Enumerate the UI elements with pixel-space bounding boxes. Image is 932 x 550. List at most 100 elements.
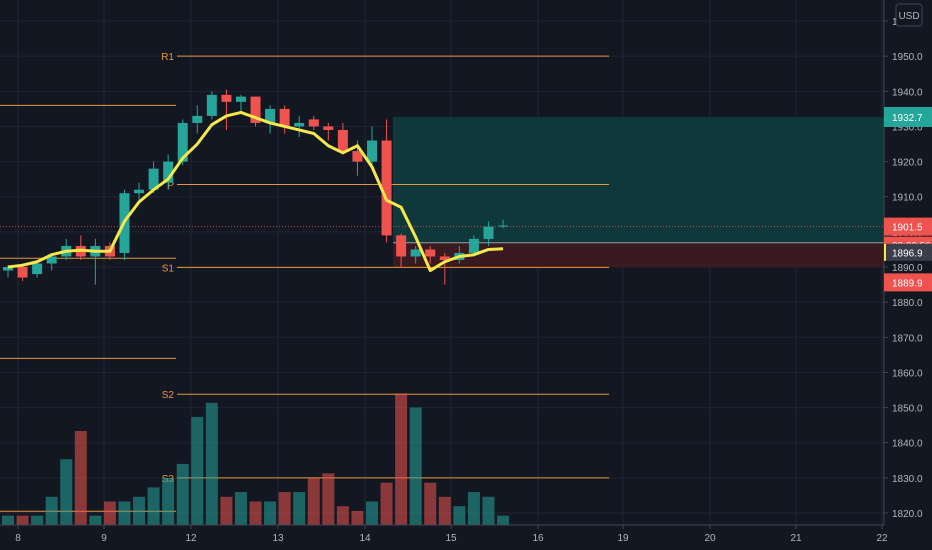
price-tick-label: 1890.0 — [892, 263, 923, 274]
volume-bar — [249, 501, 262, 525]
volume-bar — [220, 496, 233, 525]
time-tick-label: 9 — [101, 533, 107, 544]
volume-bar — [103, 501, 116, 525]
candle-body — [308, 119, 319, 127]
time-tick-label: 16 — [532, 533, 544, 544]
volume-bar — [118, 501, 131, 525]
price-tick-label: 1830.0 — [892, 474, 923, 485]
entry-marker — [884, 243, 886, 261]
ma-line — [7, 110, 504, 273]
volume-bar — [205, 402, 218, 525]
volume-bar — [147, 487, 160, 525]
price-tick-label: 1920.0 — [892, 158, 923, 169]
volume-bar — [74, 431, 87, 525]
candle-body — [265, 108, 276, 123]
volume-bar — [307, 478, 320, 525]
target-price-tag: 1932.7 — [892, 113, 923, 124]
candle-body — [396, 235, 407, 257]
price-tick-label: 1820.0 — [892, 509, 923, 520]
price-tick-label: 1880.0 — [892, 298, 923, 309]
entry-price-tag-bg — [884, 243, 932, 261]
price-tick-label: 1870.0 — [892, 333, 923, 344]
volume-bar — [395, 393, 408, 525]
stop-price-tag-bg — [884, 273, 932, 292]
candle-body — [250, 96, 261, 123]
volume-bar — [31, 515, 44, 525]
candle-body — [323, 126, 334, 130]
volume-bar — [482, 496, 495, 525]
candle-body — [17, 267, 28, 278]
candle-body — [192, 115, 203, 123]
price-tick-label: 1930.0 — [892, 122, 923, 133]
volume-bar — [60, 459, 73, 525]
currency-badge[interactable] — [895, 3, 923, 27]
volume-bar — [176, 463, 189, 525]
volume-bar — [351, 510, 364, 525]
volume-bar — [380, 482, 393, 525]
entry-price-tag: 1896.9 — [892, 248, 923, 259]
volume-bar — [234, 492, 247, 525]
candle-body — [410, 249, 421, 257]
target-zone[interactable] — [393, 116, 884, 243]
time-tick-label: 15 — [445, 533, 457, 544]
volume-bar — [336, 506, 349, 525]
volume-bar — [45, 496, 58, 525]
pivot-label-p: P — [167, 180, 174, 191]
time-axis-bg — [0, 525, 932, 550]
price-tick-label: 1940.0 — [892, 87, 923, 98]
price-tick-label: 1910.0 — [892, 193, 923, 204]
candle-body — [148, 168, 159, 190]
volume-bar — [424, 482, 437, 525]
volume-bar — [162, 478, 175, 525]
candle-body — [163, 161, 174, 183]
candle-body — [3, 267, 13, 271]
candle-body — [468, 238, 479, 253]
candle-body — [352, 151, 363, 162]
volume-bar — [467, 492, 480, 525]
current-price-tag: 1901.5 — [892, 223, 923, 234]
candle-body — [483, 226, 494, 239]
time-tick-label: 13 — [272, 533, 284, 544]
volume-bar — [453, 506, 466, 525]
candle-body — [381, 140, 392, 236]
candle-body — [439, 256, 450, 260]
pivot-label-s1: S1 — [162, 263, 175, 274]
volume-bar — [278, 492, 291, 525]
candle-body — [177, 122, 188, 162]
candle-body — [279, 108, 290, 127]
position-zones[interactable] — [393, 116, 884, 268]
volume-bar — [366, 501, 378, 525]
time-tick-label: 19 — [617, 533, 629, 544]
time-tick-label: 22 — [876, 533, 888, 544]
candle-body — [294, 122, 305, 127]
candle-body — [221, 94, 232, 102]
volume-bar — [264, 501, 277, 525]
stop-price-tag: 1889.9 — [892, 278, 923, 289]
candle-body — [134, 189, 145, 194]
candle-body — [337, 129, 348, 152]
target-price-tag-bg — [884, 106, 932, 127]
volume-bars — [2, 393, 510, 525]
time-tick-label: 20 — [704, 533, 716, 544]
time-tick-label: 12 — [185, 533, 197, 544]
candle-body — [46, 256, 57, 264]
volume-bar — [191, 416, 204, 525]
moving-average — [7, 110, 504, 273]
volume-bar — [16, 515, 29, 525]
volume-bar — [409, 407, 422, 525]
price-tick-label: 1950.0 — [892, 52, 923, 63]
volume-bar — [133, 496, 146, 525]
horizontal-levels — [0, 104, 884, 512]
candle-body — [235, 96, 246, 102]
candle-body — [498, 225, 509, 227]
candle-body — [367, 140, 377, 162]
volume-bar — [293, 492, 306, 525]
time-axis[interactable]: 8 9 12 13 14 15 16 19 20 21 22 — [0, 524, 932, 550]
candle-body — [206, 94, 217, 116]
price-tick-label: 1850.0 — [892, 404, 923, 415]
current-price-tag-bg — [884, 217, 932, 236]
candle-body — [425, 249, 436, 257]
